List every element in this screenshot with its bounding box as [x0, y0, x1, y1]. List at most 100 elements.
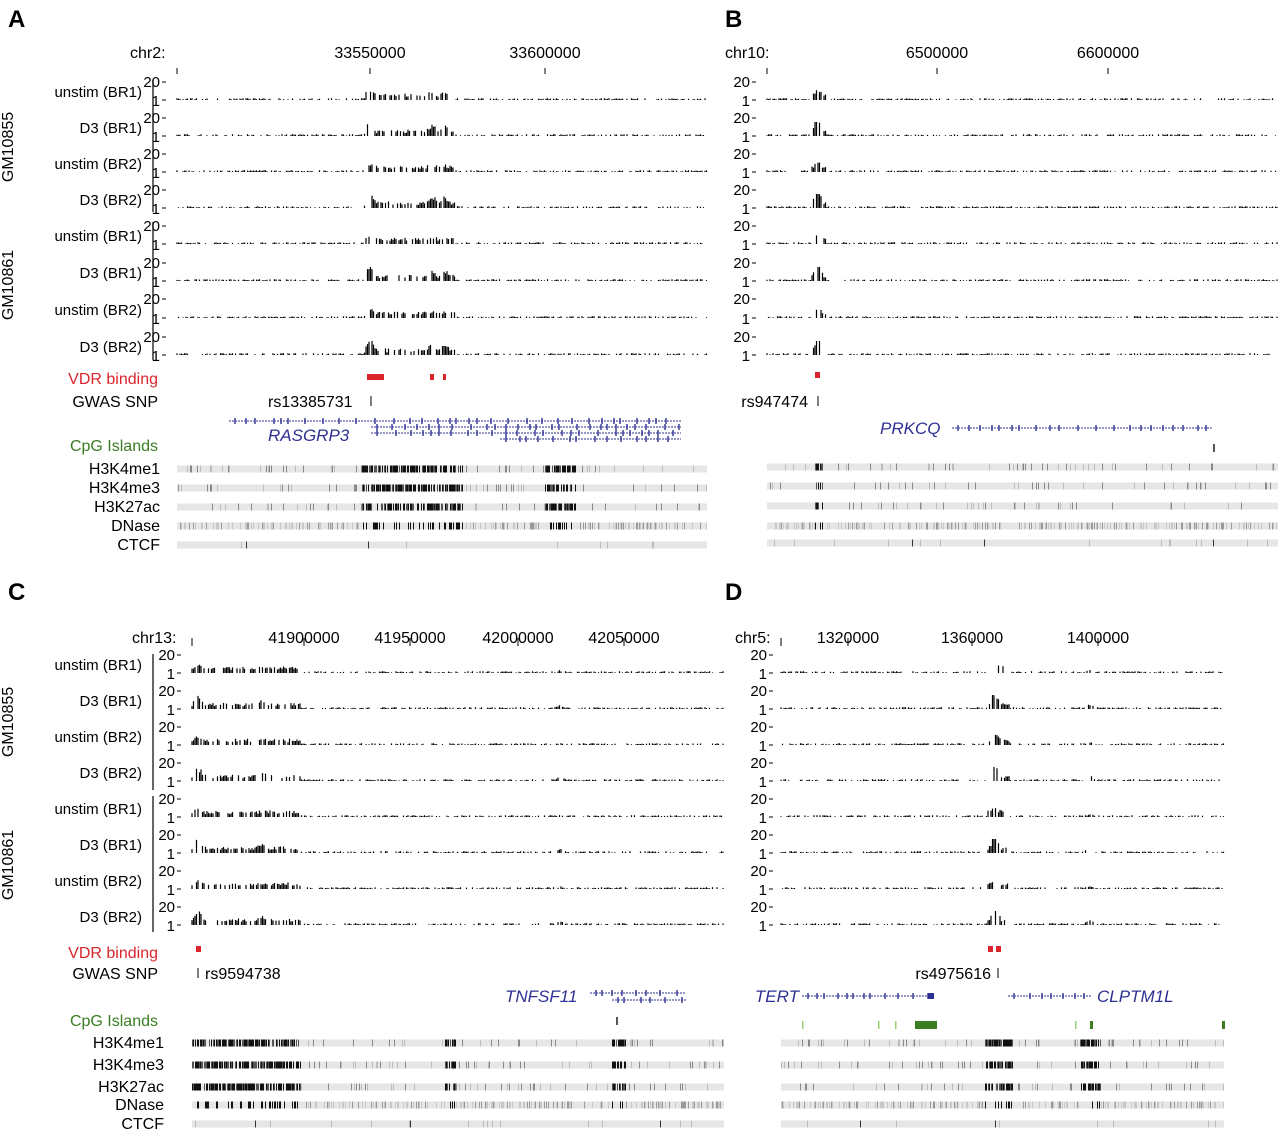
chromatin-signal [1144, 482, 1145, 490]
chromatin-signal [329, 484, 330, 492]
chromatin-signal [1054, 522, 1055, 530]
chromatin-signal [512, 1101, 513, 1109]
chromatin-signal [1143, 522, 1144, 530]
chromatin-signal [614, 1039, 615, 1047]
chromatin-signal [337, 522, 338, 530]
chromatin-signal [457, 484, 458, 492]
chromatin-signal [376, 1061, 377, 1069]
chromatin-signal [258, 1061, 259, 1069]
chromatin-signal [427, 1101, 428, 1109]
track-label: unstim (BR1) [54, 657, 142, 674]
chromatin-signal [475, 1101, 476, 1109]
chromatin-signal [429, 484, 430, 492]
chromatin-signal [442, 1039, 443, 1047]
chromatin-signal [470, 522, 471, 530]
chromatin-signal [288, 1039, 289, 1047]
chromatin-signal [399, 465, 400, 473]
scale-min-label: 1 [742, 274, 750, 291]
signal-bars [177, 309, 708, 318]
chromatin-signal [780, 522, 781, 530]
chromatin-signal [461, 1101, 462, 1109]
chromatin-signal [353, 1039, 354, 1047]
chromatin-signal [451, 484, 452, 492]
chromatin-signal [1083, 1083, 1084, 1091]
chromatin-signal [406, 1101, 407, 1109]
chromatin-signal [415, 484, 416, 492]
chromatin-signal [423, 484, 424, 492]
chromatin-signal [452, 1039, 453, 1047]
signal-track: 201 [750, 755, 1220, 791]
chromatin-signal [943, 502, 944, 510]
chromatin-signal [1084, 1083, 1085, 1091]
chromatin-signal [952, 1083, 953, 1091]
chromatin-signal [965, 522, 966, 530]
chromatin-signal [276, 1083, 277, 1091]
chromatin-signal [623, 1039, 624, 1047]
chromatin-signal [998, 1101, 999, 1109]
chromatin-signal [274, 1083, 275, 1091]
chromatin-mark-label: H3K27ac [98, 1079, 164, 1096]
chromatin-signal [236, 1039, 237, 1047]
chromatin-signal [1119, 1083, 1120, 1091]
chromatin-signal [390, 484, 391, 492]
chromatin-signal [962, 1083, 963, 1091]
chromatin-signal [454, 1101, 455, 1109]
chromatin-signal [861, 502, 862, 510]
chromatin-signal [260, 1061, 261, 1069]
chromatin-signal [395, 465, 396, 473]
chromatin-signal [563, 465, 564, 473]
chromatin-signal [447, 503, 448, 511]
chromatin-signal [273, 522, 274, 530]
chromatin-signal [890, 463, 891, 471]
chromatin-signal [782, 1101, 783, 1109]
chromatin-signal [952, 463, 953, 471]
chromatin-signal [426, 484, 427, 492]
chromatin-signal [459, 1083, 460, 1091]
chromatin-signal [680, 1083, 681, 1091]
chromatin-signal [624, 1083, 625, 1091]
chromatin-signal [441, 465, 442, 473]
chromatin-signal [631, 1039, 632, 1047]
chromatin-signal [331, 1101, 332, 1109]
chromatin-signal [922, 1101, 923, 1109]
chromatin-signal [459, 522, 460, 530]
chromatin-signal [669, 1101, 670, 1109]
chromatin-signal [1052, 1101, 1053, 1109]
chromatin-signal [390, 465, 391, 473]
chromatin-signal [1002, 1083, 1003, 1091]
chromatin-signal [943, 522, 944, 530]
chromatin-signal [245, 1039, 246, 1047]
chromatin-signal [1096, 1061, 1097, 1069]
chromatin-signal [423, 522, 424, 530]
chromatin-signal [1107, 1101, 1108, 1109]
chromatin-signal [1025, 463, 1026, 471]
chromatin-signal [259, 1039, 260, 1047]
chromatin-signal [1007, 1061, 1008, 1069]
chromatin-signal [933, 522, 934, 530]
chromatin-signal [363, 522, 364, 530]
chromatin-signal [989, 1061, 990, 1069]
scale-min-label: 1 [152, 348, 160, 365]
chromatin-signal [192, 1061, 193, 1069]
chromatin-signal [1164, 482, 1165, 490]
chromatin-signal [1045, 522, 1046, 530]
chromatin-signal [356, 465, 357, 473]
chromatin-signal [453, 503, 454, 511]
chromatin-signal [662, 1101, 663, 1109]
chromatin-signal [843, 1101, 844, 1109]
chromatin-signal [613, 522, 614, 530]
chromatin-signal [589, 465, 590, 473]
chromatin-mark-label: H3K4me1 [89, 461, 160, 478]
chromatin-signal [491, 522, 492, 530]
chromatin-signal [815, 463, 816, 471]
chromatin-signal [374, 522, 375, 530]
chromatin-signal [544, 503, 545, 511]
chromatin-signal [192, 1083, 193, 1091]
chromatin-signal [267, 1061, 268, 1069]
signal-bars [766, 194, 1278, 208]
chromatin-signal [588, 522, 589, 530]
chromatin-signal [378, 484, 379, 492]
chromatin-signal [268, 503, 269, 511]
chromatin-signal [1087, 1061, 1088, 1069]
chromatin-signal [1267, 539, 1268, 547]
